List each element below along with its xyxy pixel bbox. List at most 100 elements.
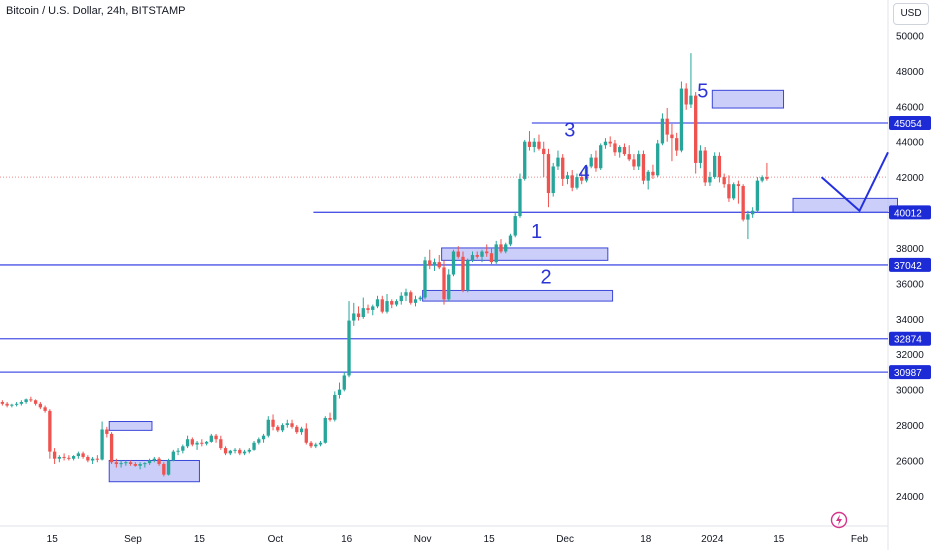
- candle-body: [608, 141, 612, 144]
- price-level-badge: [889, 257, 931, 272]
- candle-body: [746, 214, 750, 220]
- candle-body: [76, 453, 81, 457]
- candle-body: [575, 177, 579, 188]
- candle-body: [613, 143, 617, 153]
- x-tick-label: Nov: [414, 534, 432, 545]
- candle-body: [546, 154, 551, 194]
- y-tick-label: 38000: [896, 244, 924, 255]
- candle-body: [475, 255, 479, 257]
- price-level-badge: [889, 205, 931, 220]
- candle-body: [556, 157, 560, 167]
- y-tick-label: 28000: [896, 421, 924, 432]
- candle-body: [252, 442, 256, 450]
- candle-body: [114, 462, 119, 465]
- candle-body: [485, 251, 489, 254]
- candle-body: [204, 441, 209, 444]
- candle-body: [637, 154, 641, 167]
- candle-body: [295, 426, 299, 433]
- candle-body: [670, 134, 674, 139]
- candle-body: [166, 460, 171, 475]
- candle-body: [181, 446, 185, 451]
- price-level-label: 37042: [894, 261, 922, 272]
- candle-body: [518, 178, 522, 217]
- candle-body: [105, 429, 109, 434]
- candle-body: [660, 118, 665, 144]
- candle-body: [299, 428, 304, 433]
- candle-body: [447, 274, 451, 300]
- candle-body: [708, 177, 712, 183]
- y-tick-label: 32000: [896, 350, 924, 361]
- candle-body: [665, 118, 669, 135]
- x-tick-label: 18: [640, 534, 652, 545]
- price-level-label: 32874: [894, 335, 922, 346]
- candle-body: [713, 155, 717, 178]
- candle-body: [195, 442, 199, 445]
- candle-body: [717, 155, 722, 178]
- candle-body: [741, 185, 745, 220]
- wave-label: 5: [697, 80, 708, 102]
- candle-body: [561, 157, 565, 179]
- candle-body: [399, 295, 403, 302]
- candle-body: [257, 439, 261, 443]
- candle-body: [646, 171, 650, 181]
- candle-body: [622, 146, 627, 155]
- candle-body: [409, 292, 413, 303]
- price-level-badge: [889, 365, 931, 380]
- candle-body: [542, 148, 546, 155]
- lightning-bolt-icon[interactable]: [830, 511, 848, 529]
- currency-button[interactable]: USD: [893, 3, 929, 25]
- candle-body: [342, 375, 346, 390]
- candle-body: [428, 260, 432, 266]
- candle-body: [751, 210, 755, 215]
- candle-body: [694, 95, 698, 163]
- candle-body: [43, 407, 47, 411]
- candle-body: [418, 297, 422, 300]
- x-tick-label: Feb: [851, 534, 869, 545]
- candle-body: [67, 457, 71, 459]
- candle-body: [19, 402, 24, 404]
- candle-body: [48, 410, 52, 452]
- candle-body: [456, 251, 460, 257]
- candle-body: [722, 177, 726, 185]
- candle-body: [347, 320, 351, 376]
- candle-body: [0, 402, 5, 404]
- candle-body: [176, 450, 180, 452]
- candle-body: [276, 426, 280, 431]
- candle-body: [684, 88, 688, 105]
- candle-body: [513, 216, 517, 236]
- candle-body: [119, 463, 123, 465]
- candle-body: [727, 184, 731, 199]
- candle-body: [328, 417, 332, 420]
- candle-body: [33, 400, 38, 404]
- candle-body: [499, 244, 503, 252]
- x-tick-label: Oct: [268, 534, 284, 545]
- price-level-label: 40012: [894, 208, 922, 219]
- x-tick-label: 15: [47, 534, 59, 545]
- wave-label: 3: [564, 119, 575, 141]
- candle-body: [157, 458, 161, 465]
- candle-body: [10, 404, 14, 406]
- price-level-badge: [889, 331, 931, 346]
- candle-body: [361, 308, 365, 318]
- candle-body: [675, 138, 679, 151]
- candle-body: [580, 177, 584, 181]
- x-tick-label: 15: [484, 534, 496, 545]
- candle-body: [508, 235, 513, 245]
- candle-body: [603, 141, 608, 146]
- candle-body: [765, 177, 769, 179]
- y-tick-label: 34000: [896, 315, 924, 326]
- candle-body: [242, 451, 247, 454]
- candle-body: [698, 150, 703, 163]
- candle-body: [527, 141, 532, 147]
- price-level-label: 45054: [894, 119, 922, 130]
- candle-body: [185, 439, 190, 447]
- candle-body: [14, 403, 19, 405]
- candle-body: [442, 267, 446, 300]
- candle-body: [380, 299, 384, 312]
- candle-body: [732, 184, 736, 199]
- candle-body: [333, 394, 337, 420]
- candle-body: [109, 433, 114, 463]
- candle-body: [584, 166, 589, 181]
- candle-body: [171, 451, 175, 461]
